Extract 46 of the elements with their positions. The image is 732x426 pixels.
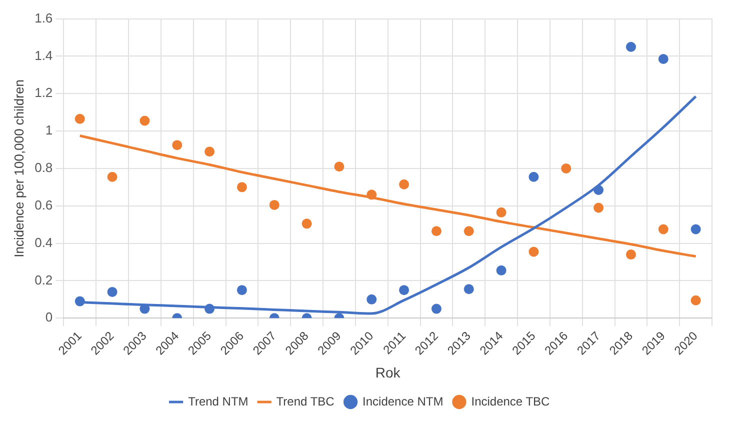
point [140,116,150,126]
legend-label: Trend TBC [276,394,335,408]
point [107,172,118,182]
y-tick-label: 0.8 [34,160,53,176]
legend-label: Incidence NTM [362,394,444,408]
point [528,246,539,257]
point [561,163,572,174]
y-tick-label: 0.6 [34,197,53,212]
point [74,114,85,124]
y-tick-label: 0.2 [34,272,53,288]
point [334,162,344,172]
point [626,250,636,260]
point [399,285,410,296]
point [658,54,668,64]
point [690,295,701,306]
y-axis-title: Incidence per 100,000 children [11,80,26,258]
y-tick-label: 1.6 [34,10,53,26]
point [464,226,474,236]
point [236,285,247,296]
legend-label: Trend NTM [188,394,248,408]
x-axis-title: Rok [375,364,402,380]
point [302,218,312,229]
legend-label: Incidence TBC [471,394,550,408]
y-tick-label: 0 [45,310,53,325]
point [496,265,506,276]
point [107,286,118,297]
point [236,182,247,192]
y-tick-label: 1 [45,122,53,138]
point [626,42,636,52]
point [528,172,539,182]
point [464,284,474,294]
y-tick-label: 1.2 [34,85,53,100]
point [496,207,506,218]
point [399,179,410,190]
point [690,224,701,234]
y-tick-label: 0.4 [34,234,53,250]
point [172,140,182,150]
y-tick-label: 1.4 [34,48,53,63]
point [431,304,442,314]
point [269,200,280,210]
point [366,294,377,304]
point [594,202,604,213]
point [204,146,215,157]
line-series [78,134,698,258]
point [431,226,442,236]
point [658,224,668,234]
